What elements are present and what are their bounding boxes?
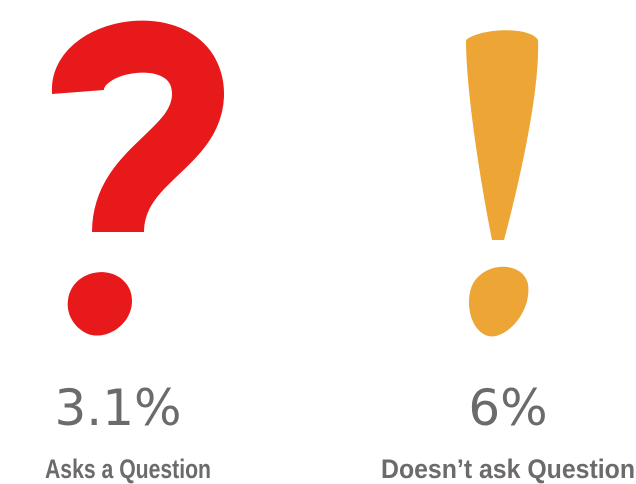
label-text: Doesn’t ask Question <box>381 454 635 484</box>
question-mark-icon <box>52 20 224 336</box>
exclamation-mark-icon <box>466 30 539 337</box>
value-text: 3.1% <box>54 379 181 437</box>
value-text: 6% <box>468 379 547 437</box>
label-text: Asks a Question <box>45 454 211 484</box>
